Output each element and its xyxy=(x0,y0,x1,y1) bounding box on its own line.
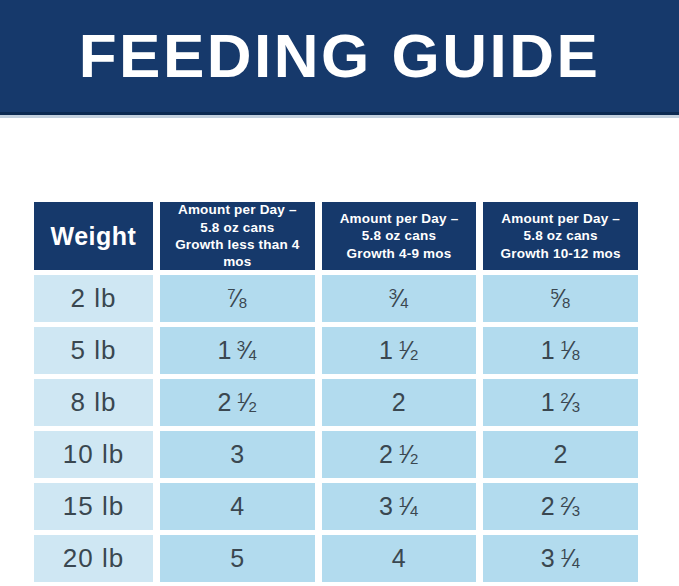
amount-cell: 5⁄8 xyxy=(483,275,638,322)
amount-value: 31⁄4 xyxy=(379,492,419,521)
amount-value: 22⁄3 xyxy=(541,492,581,521)
amount-value: 4 xyxy=(392,544,406,573)
amount-cell: 21⁄2 xyxy=(322,431,477,478)
col-header-weight: Weight xyxy=(34,202,153,270)
amount-value: 11⁄8 xyxy=(541,336,581,365)
weight-cell: 8 lb xyxy=(34,379,153,426)
banner-title: FEEDING GUIDE xyxy=(79,25,601,87)
amount-value: 5⁄8 xyxy=(550,284,570,313)
amount-value: 3⁄4 xyxy=(389,284,409,313)
amount-cell: 31⁄4 xyxy=(322,483,477,530)
amount-cell: 7⁄8 xyxy=(160,275,315,322)
amount-value: 12⁄3 xyxy=(541,388,581,417)
col-header-growth-under-4mos: Amount per Day – 5.8 oz cans Growth less… xyxy=(160,202,315,270)
weight-cell: 2 lb xyxy=(34,275,153,322)
amount-value: 4 xyxy=(230,492,244,521)
amount-cell: 4 xyxy=(160,483,315,530)
amount-cell: 4 xyxy=(322,535,477,582)
amount-cell: 5 xyxy=(160,535,315,582)
amount-value: 2 xyxy=(553,440,567,469)
amount-value: 21⁄2 xyxy=(217,388,257,417)
amount-cell: 22⁄3 xyxy=(483,483,638,530)
amount-cell: 11⁄2 xyxy=(322,327,477,374)
amount-value: 13⁄4 xyxy=(217,336,257,365)
amount-value: 2 xyxy=(392,388,406,417)
page: { "banner": { "title": "FEEDING GUIDE" }… xyxy=(0,0,679,586)
banner-bottom-divider xyxy=(0,115,679,118)
amount-cell: 13⁄4 xyxy=(160,327,315,374)
amount-cell: 31⁄4 xyxy=(483,535,638,582)
amount-value: 11⁄2 xyxy=(379,336,419,365)
weight-cell: 10 lb xyxy=(34,431,153,478)
weight-cell: 20 lb xyxy=(34,535,153,582)
amount-cell: 2 xyxy=(483,431,638,478)
amount-cell: 3⁄4 xyxy=(322,275,477,322)
amount-cell: 3 xyxy=(160,431,315,478)
amount-cell: 11⁄8 xyxy=(483,327,638,374)
weight-cell: 15 lb xyxy=(34,483,153,530)
col-header-growth-4-9mos: Amount per Day – 5.8 oz cans Growth 4-9 … xyxy=(322,202,477,270)
amount-cell: 12⁄3 xyxy=(483,379,638,426)
amount-value: 5 xyxy=(230,544,244,573)
amount-cell: 21⁄2 xyxy=(160,379,315,426)
feeding-guide-banner: FEEDING GUIDE xyxy=(0,0,679,115)
amount-value: 3 xyxy=(230,440,244,469)
amount-value: 7⁄8 xyxy=(227,284,247,313)
col-header-growth-10-12mos: Amount per Day – 5.8 oz cans Growth 10-1… xyxy=(483,202,638,270)
amount-cell: 2 xyxy=(322,379,477,426)
feeding-guide-table: WeightAmount per Day – 5.8 oz cans Growt… xyxy=(34,202,638,582)
weight-cell: 5 lb xyxy=(34,327,153,374)
amount-value: 31⁄4 xyxy=(541,544,581,573)
amount-value: 21⁄2 xyxy=(379,440,419,469)
